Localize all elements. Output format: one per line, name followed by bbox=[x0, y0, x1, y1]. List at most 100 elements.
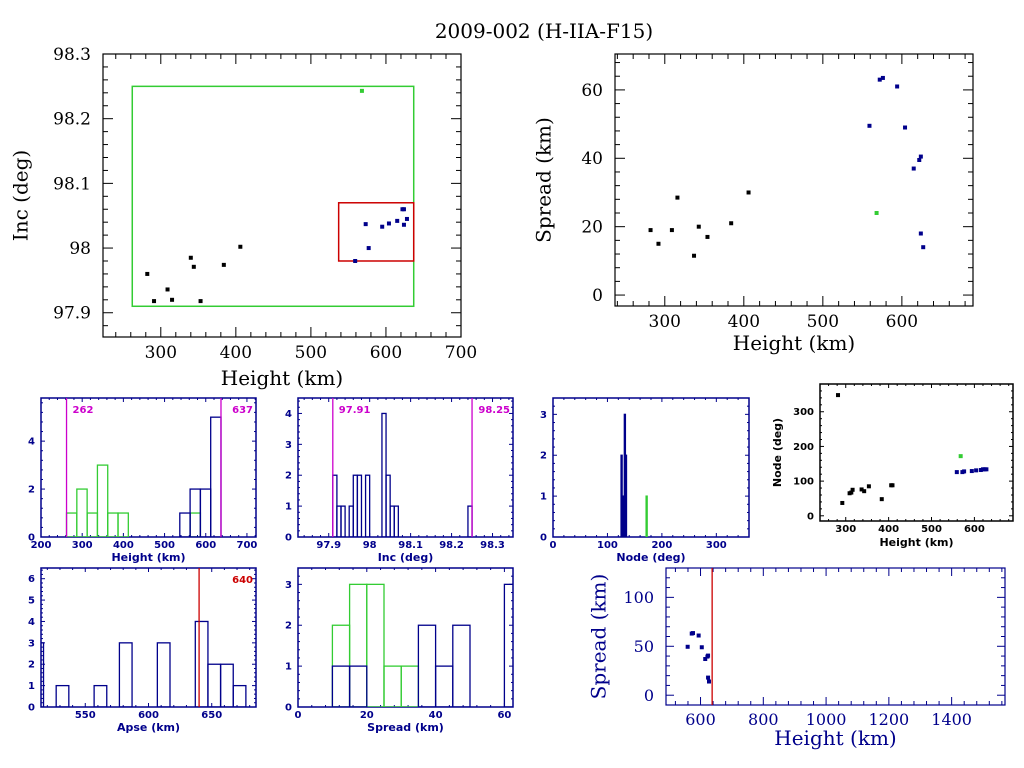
hist-bar-green bbox=[96, 464, 109, 537]
y-tick-label: 2 bbox=[28, 660, 35, 671]
point-blue bbox=[918, 154, 923, 159]
y-tick-label: 3 bbox=[285, 440, 292, 451]
y-tick-label: 0 bbox=[644, 686, 654, 705]
hist-bar-blue bbox=[624, 454, 628, 537]
x-tick-label: 300 bbox=[835, 524, 856, 535]
x-tick-label: 98.1 bbox=[398, 540, 423, 551]
point-blue bbox=[696, 633, 701, 638]
x-tick-label: 650 bbox=[201, 710, 222, 721]
y-tick-label: 3 bbox=[285, 580, 292, 591]
point-blue bbox=[363, 222, 368, 227]
point-blue bbox=[707, 679, 712, 684]
plot-frame bbox=[665, 567, 1006, 706]
hist-bar-blue bbox=[118, 642, 133, 707]
x-tick-label: 300 bbox=[706, 540, 727, 551]
x-tick-label: 500 bbox=[295, 343, 327, 363]
hist-bar-blue bbox=[156, 642, 171, 707]
hist-bar-blue bbox=[179, 512, 191, 537]
point-black bbox=[656, 241, 661, 246]
y-tick-label: 0 bbox=[285, 703, 292, 714]
y-tick-label: 6 bbox=[28, 574, 35, 585]
point-blue bbox=[984, 467, 989, 472]
x-tick-label: 20 bbox=[360, 710, 374, 721]
x-tick-label: 300 bbox=[72, 540, 93, 551]
point-blue bbox=[918, 231, 923, 236]
point-blue bbox=[911, 166, 916, 171]
point-black bbox=[692, 253, 697, 258]
panel-node-hist: 0 100 200 300 0 1 2 3 Node (deg) bbox=[540, 397, 750, 564]
point-blue bbox=[685, 644, 690, 649]
plot-frame bbox=[40, 397, 257, 538]
x-tick-label: 300 bbox=[145, 343, 177, 363]
hist-bar-green bbox=[65, 512, 78, 537]
plot-frame bbox=[819, 383, 1014, 522]
y-tick-label: 98.2 bbox=[53, 110, 91, 130]
x-tick-label: 600 bbox=[370, 343, 402, 363]
panel-height-hist: 200 300 400 500 600 700 0 2 4 Height (km) 262 637 bbox=[28, 397, 258, 564]
hist-bar-blue bbox=[210, 416, 222, 537]
point-blue bbox=[880, 75, 885, 80]
panel-inc-vs-height: 300 400 500 600 700 97.9 98 98.1 98.2 98.3 Height … bbox=[9, 45, 478, 390]
point-blue bbox=[706, 675, 711, 680]
plot-area bbox=[65, 398, 222, 537]
green-box bbox=[131, 85, 415, 308]
point-green bbox=[958, 454, 963, 459]
x-axis-label: Spread (km) bbox=[367, 721, 444, 734]
point-blue bbox=[962, 469, 967, 474]
x-axis-label: Height (km) bbox=[733, 331, 855, 355]
plot-area bbox=[685, 568, 713, 705]
x-tick-label: 600 bbox=[685, 710, 716, 729]
figure-title: 2009-002 (H-IIA-F15) bbox=[435, 19, 653, 43]
y-tick-label: 2 bbox=[28, 485, 35, 496]
point-blue bbox=[877, 77, 882, 82]
y-tick-label: 0 bbox=[285, 533, 292, 544]
y-axis-label: Inc (deg) bbox=[9, 150, 33, 241]
threshold-label: 637 bbox=[232, 405, 253, 416]
threshold-label: 262 bbox=[73, 405, 94, 416]
point-black bbox=[862, 489, 867, 494]
hist-bar-blue bbox=[348, 665, 368, 707]
point-blue bbox=[895, 84, 900, 89]
x-tick-label: 700 bbox=[237, 540, 258, 551]
x-tick-label: 0 bbox=[295, 710, 302, 721]
panel-spread-vs-height-wide: 600 800 1000 1200 1400 0 50 100 Height (km) Sprea… bbox=[587, 567, 1006, 750]
point-black bbox=[669, 228, 674, 233]
x-tick-label: 600 bbox=[886, 312, 918, 332]
x-tick-label: 1200 bbox=[869, 710, 910, 729]
x-tick-label: 300 bbox=[649, 312, 681, 332]
x-tick-label: 97.9 bbox=[316, 540, 341, 551]
hist-bar-blue bbox=[434, 665, 454, 707]
x-tick-label: 500 bbox=[921, 524, 942, 535]
y-tick-label: 0 bbox=[28, 533, 35, 544]
hist-bar-blue bbox=[207, 663, 222, 707]
point-black bbox=[152, 299, 157, 304]
hist-bar-blue bbox=[199, 488, 212, 537]
y-tick-label: 5 bbox=[28, 596, 35, 607]
point-blue bbox=[366, 246, 371, 251]
threshold-label: 640 bbox=[232, 575, 253, 586]
hist-bar-green bbox=[189, 512, 202, 537]
y-tick-label: 1 bbox=[285, 662, 292, 673]
hist-bar-blue bbox=[393, 505, 399, 537]
point-black bbox=[696, 224, 701, 229]
x-axis-label: Inc (deg) bbox=[378, 551, 434, 564]
point-blue bbox=[974, 468, 979, 473]
hist-bar-green bbox=[400, 665, 420, 707]
y-tick-label: 1 bbox=[28, 681, 35, 692]
point-black bbox=[729, 221, 734, 226]
point-blue bbox=[867, 123, 872, 128]
panel-node-vs-height: 300 400 500 600 0 100 200 300 Height (km) Node (d… bbox=[771, 383, 1014, 549]
point-blue bbox=[401, 222, 406, 227]
point-black bbox=[191, 264, 196, 269]
point-black bbox=[836, 393, 841, 398]
point-black bbox=[866, 484, 871, 489]
y-tick-label: 4 bbox=[28, 437, 35, 448]
point-black bbox=[170, 297, 175, 302]
hist-bar-blue bbox=[331, 665, 351, 707]
plot-area bbox=[332, 398, 473, 537]
y-tick-label: 0 bbox=[807, 511, 814, 522]
hist-bar-green bbox=[76, 488, 88, 537]
y-tick-label: 100 bbox=[623, 588, 654, 607]
point-black bbox=[705, 234, 710, 239]
